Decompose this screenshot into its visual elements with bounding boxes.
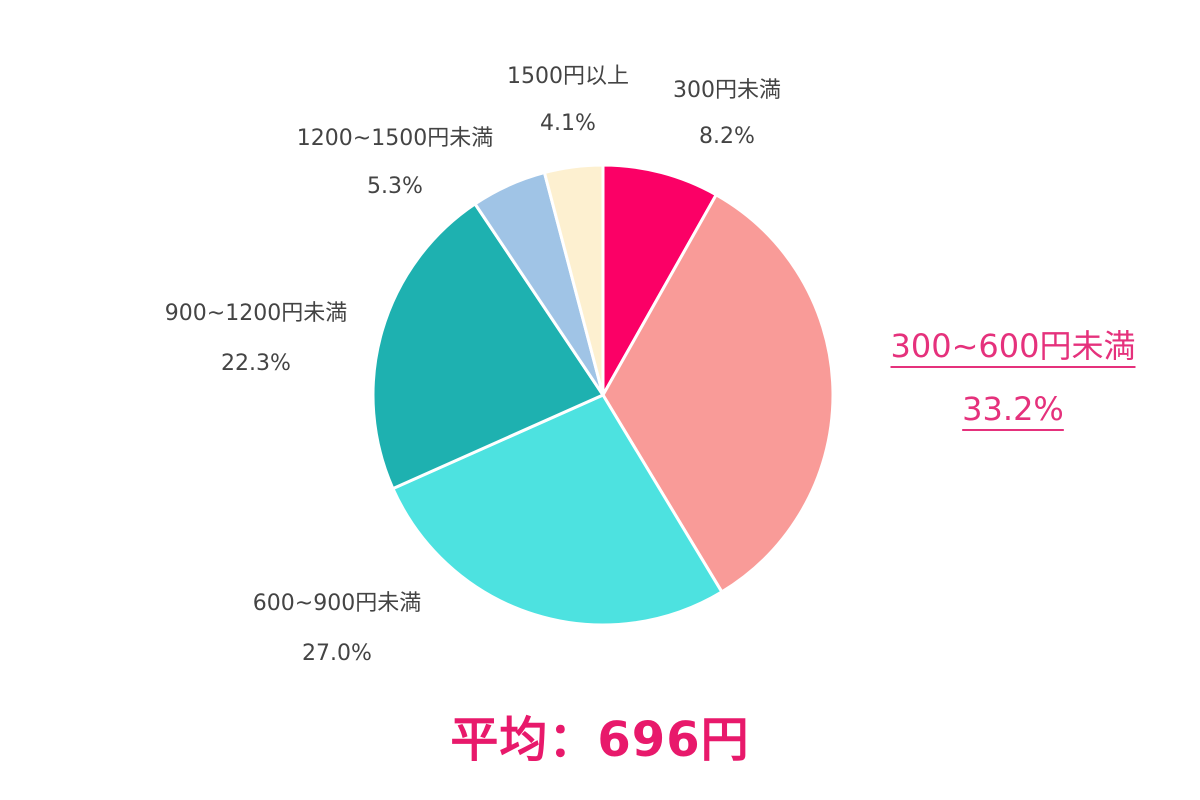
slice-name-label: 300~600円未満: [891, 327, 1136, 365]
pie-slice: [371, 201, 606, 491]
slice-name-label: 1500円以上: [507, 64, 629, 89]
slice-percent-label: 33.2%: [962, 390, 1064, 428]
slice-name-label: 900~1200円未満: [165, 301, 347, 326]
slice-percent-label: 4.1%: [540, 111, 596, 136]
pie-slice: [542, 163, 605, 396]
slice-name-label: 300円未満: [673, 78, 781, 103]
slice-percent-label: 27.0%: [302, 641, 372, 666]
slice-name-label: 600~900円未満: [253, 591, 421, 616]
average-label: 平均：696円: [450, 712, 750, 768]
pie-slice: [601, 192, 835, 594]
pie-slice: [601, 163, 719, 401]
slice-percent-label: 8.2%: [699, 124, 755, 149]
slice-name-label: 1200~1500円未満: [297, 126, 493, 151]
slice-percent-label: 22.3%: [221, 351, 291, 376]
slice-percent-label: 5.3%: [367, 174, 423, 199]
